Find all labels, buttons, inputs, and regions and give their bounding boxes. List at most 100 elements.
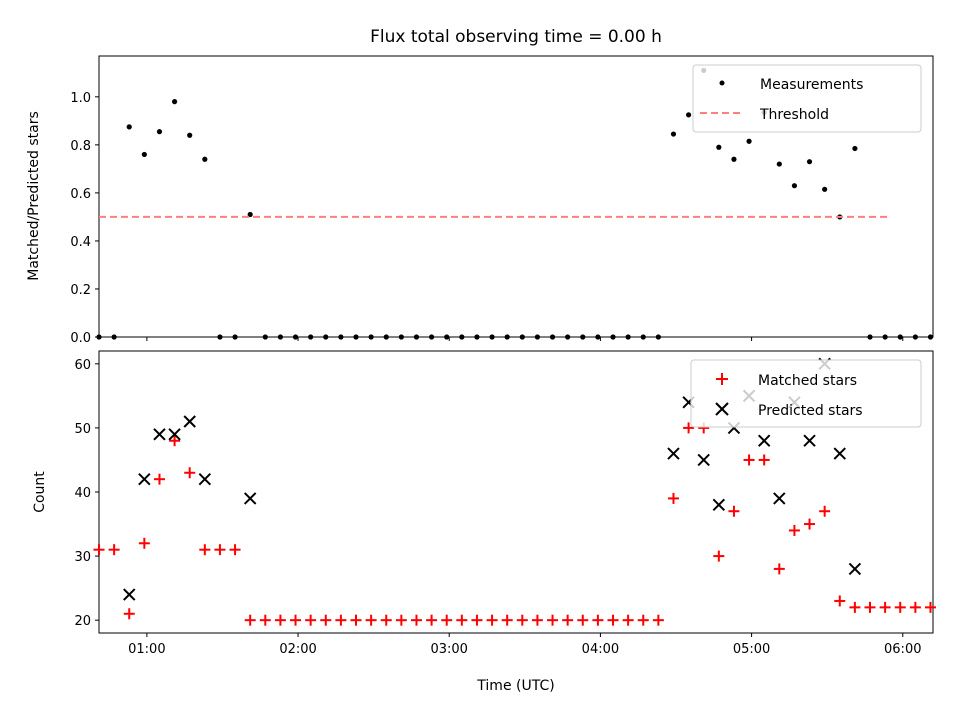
matched-star-point <box>667 492 679 504</box>
matched-star-point <box>924 601 936 613</box>
bottom-legend-box <box>690 359 922 428</box>
top-y-axis-label: Matched/Predicted stars <box>26 111 42 281</box>
top-axes-frame <box>98 55 934 338</box>
matched-star-point <box>153 473 165 485</box>
matched-star-point <box>713 550 725 562</box>
matched-star-point <box>607 614 619 626</box>
predicted-star-point <box>183 415 196 428</box>
matched-star-point <box>138 537 150 549</box>
measurement-point <box>141 151 147 158</box>
predicted-star-point <box>123 588 136 601</box>
matched-star-point <box>456 614 468 626</box>
top-y-tick-label: 0.6 <box>70 187 91 202</box>
matched-star-point <box>637 614 649 626</box>
matched-star-point <box>274 614 286 626</box>
measurement-point <box>625 334 631 340</box>
measurement-point <box>716 144 722 150</box>
measurement-point <box>96 334 102 340</box>
matched-star-point <box>728 505 740 517</box>
measurement-point <box>519 334 525 340</box>
legend-marker-matched <box>716 373 728 385</box>
matched-star-point <box>335 614 347 626</box>
matched-star-point <box>259 614 271 626</box>
measurement-point <box>217 334 223 340</box>
matched-star-point <box>320 614 332 626</box>
measurement-point <box>504 334 510 340</box>
measurement-point <box>323 334 329 340</box>
predicted-star-point <box>773 492 786 505</box>
matched-star-point <box>441 614 453 626</box>
matched-star-point <box>879 601 891 613</box>
top-legend-box <box>692 64 922 133</box>
top-plot: 0.0 0.2 0.4 0.6 0.8 1.0 <box>70 55 934 346</box>
measurement-point <box>897 334 903 340</box>
matched-star-point <box>184 467 196 479</box>
top-y-tick-label: 0.2 <box>70 283 91 298</box>
matched-star-point <box>365 614 377 626</box>
measurement-point <box>156 129 163 135</box>
legend-label-predicted: Predicted stars <box>758 403 863 419</box>
bottom-y-tick-label: 40 <box>74 486 91 501</box>
measurement-point <box>262 334 268 340</box>
predicted-star-point <box>198 472 212 486</box>
measurement-point <box>549 334 556 340</box>
legend-marker-measurements <box>719 80 725 86</box>
measurement-point <box>610 334 616 340</box>
measurement-point <box>292 334 299 340</box>
measurement-point <box>247 211 253 218</box>
top-y-tick-label: 0.0 <box>70 331 91 346</box>
measurement-point <box>822 186 828 192</box>
bottom-x-tick-label: 01:00 <box>128 642 165 657</box>
matched-star-point <box>214 544 226 556</box>
bottom-x-tick-label: 02:00 <box>279 642 316 657</box>
top-y-tick-label: 1.0 <box>70 91 91 106</box>
measurement-point <box>640 334 646 340</box>
predicted-star-point <box>848 562 862 576</box>
measurement-point <box>655 334 661 340</box>
predicted-star-point <box>667 447 680 460</box>
matched-star-point <box>350 614 362 626</box>
top-y-tick-label: 0.8 <box>70 139 91 154</box>
matched-star-point <box>199 544 211 556</box>
matched-star-point <box>531 614 543 626</box>
measurement-point <box>428 334 435 340</box>
bottom-series-0 <box>93 422 936 626</box>
matched-star-point <box>788 524 800 536</box>
measurement-point <box>489 334 495 340</box>
bottom-x-tick-label: 06:00 <box>884 642 921 657</box>
matched-star-point <box>395 614 407 626</box>
measurement-point <box>277 334 284 340</box>
measurement-point <box>534 334 541 340</box>
matched-star-point <box>577 614 589 626</box>
measurement-point <box>171 99 178 105</box>
matched-star-point <box>108 544 120 556</box>
matched-star-point <box>758 454 770 466</box>
matched-star-point <box>410 614 422 626</box>
matched-star-point <box>562 614 574 626</box>
matched-star-point <box>622 614 634 626</box>
matched-star-point <box>426 614 438 626</box>
measurement-point <box>444 334 450 340</box>
measurement-point <box>927 334 934 340</box>
top-series-0 <box>96 67 934 340</box>
measurement-point <box>368 334 374 340</box>
predicted-star-point <box>803 434 816 447</box>
matched-star-point <box>864 601 876 613</box>
bottom-y-tick-label: 20 <box>74 614 91 629</box>
bottom-x-tick-label: 03:00 <box>430 642 467 657</box>
bottom-legend: Matched stars Predicted stars <box>690 359 922 428</box>
x-axis-label: Time (UTC) <box>476 678 554 694</box>
matched-star-point <box>123 608 135 620</box>
matched-star-point <box>290 614 302 626</box>
matched-star-point <box>486 614 498 626</box>
measurement-point <box>852 145 858 152</box>
measurement-point <box>882 334 888 340</box>
predicted-star-point <box>168 428 181 441</box>
measurement-point <box>806 159 813 165</box>
matched-star-point <box>652 614 664 626</box>
matched-star-point <box>894 601 906 613</box>
measurement-point <box>580 334 586 340</box>
measurement-point <box>338 334 344 340</box>
predicted-star-point <box>697 453 710 467</box>
